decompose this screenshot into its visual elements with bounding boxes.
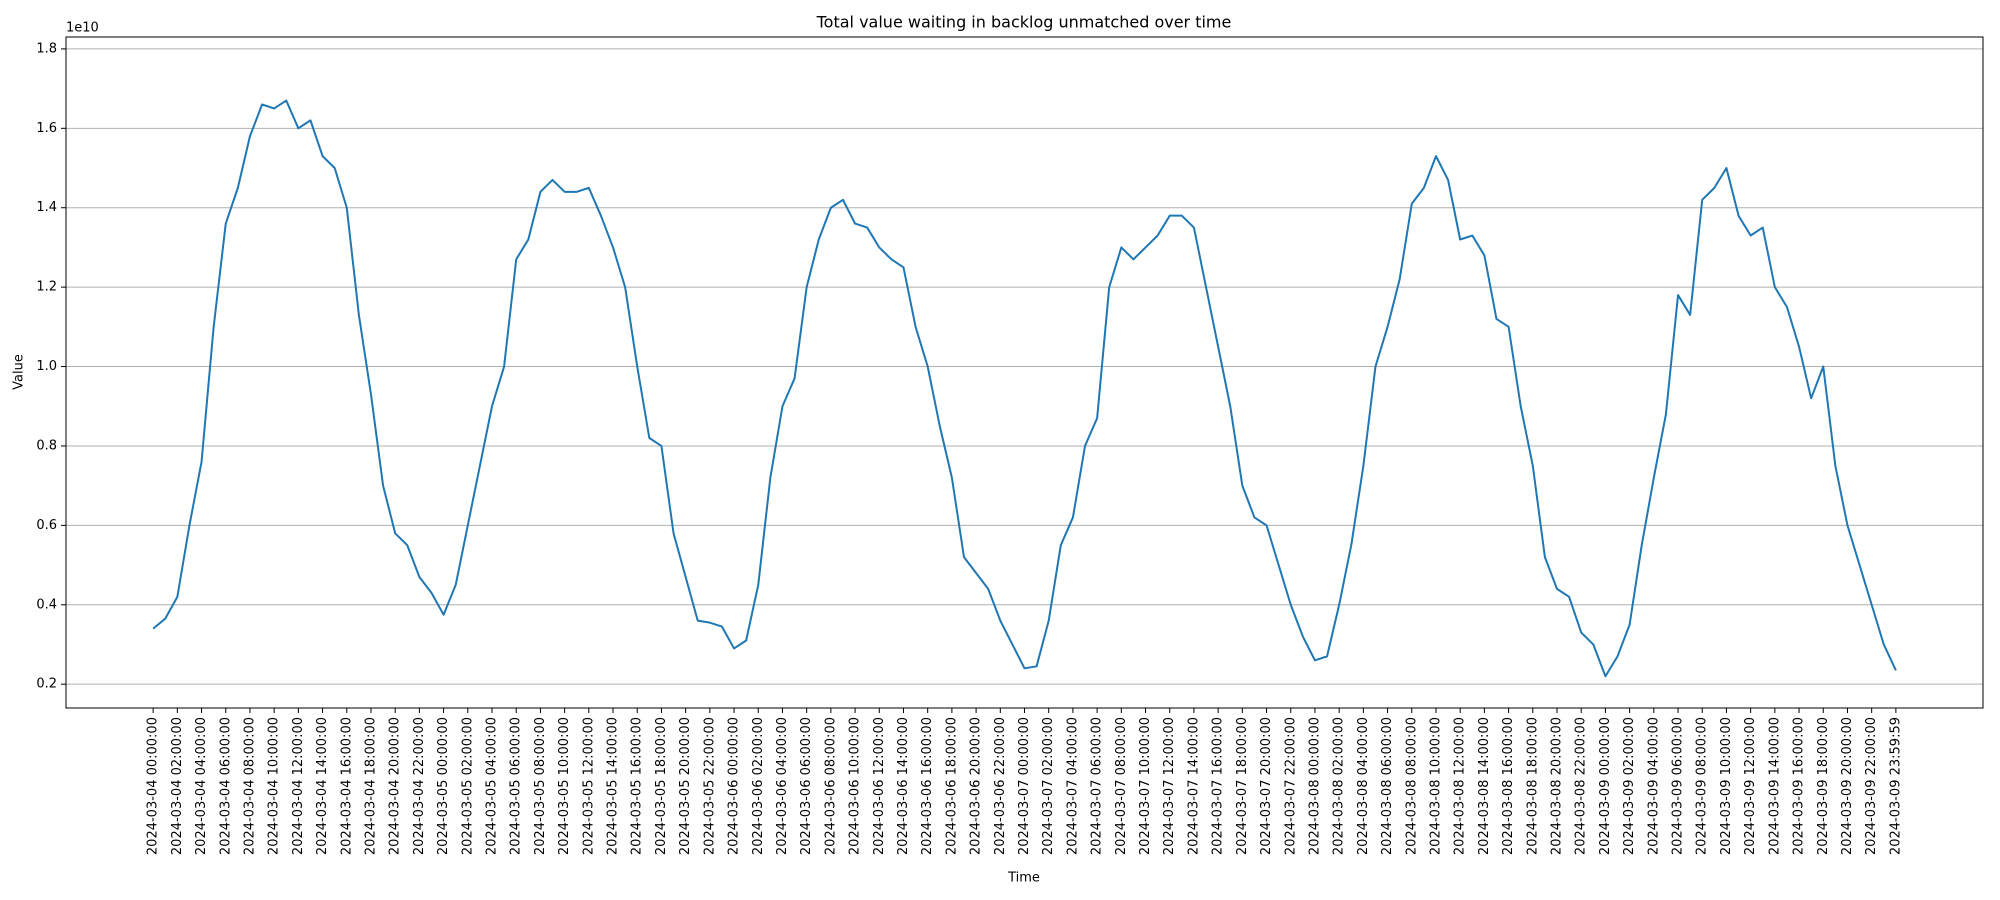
x-tick-label: 2024-03-09 18:00:00 bbox=[1816, 717, 1831, 855]
x-tick-label: 2024-03-08 14:00:00 bbox=[1477, 717, 1492, 855]
y-tick-label: 1.2 bbox=[36, 280, 57, 295]
x-tick-label: 2024-03-08 12:00:00 bbox=[1453, 717, 1468, 855]
x-tick-label: 2024-03-09 12:00:00 bbox=[1743, 717, 1758, 855]
x-tick-label: 2024-03-09 22:00:00 bbox=[1864, 717, 1879, 855]
x-tick-label: 2024-03-08 16:00:00 bbox=[1501, 717, 1516, 855]
x-tick-label: 2024-03-09 10:00:00 bbox=[1719, 717, 1734, 855]
y-tick-label: 0.4 bbox=[36, 597, 57, 612]
x-tick-label: 2024-03-05 14:00:00 bbox=[606, 717, 621, 855]
x-tick-label: 2024-03-06 02:00:00 bbox=[751, 717, 766, 855]
x-tick-label: 2024-03-07 16:00:00 bbox=[1211, 717, 1226, 855]
x-tick-label: 2024-03-05 12:00:00 bbox=[581, 717, 596, 855]
x-tick-label: 2024-03-04 08:00:00 bbox=[242, 717, 257, 855]
x-tick-label: 2024-03-07 00:00:00 bbox=[1017, 717, 1032, 855]
x-tick-label: 2024-03-04 16:00:00 bbox=[339, 717, 354, 855]
x-tick-label: 2024-03-09 04:00:00 bbox=[1646, 717, 1661, 855]
y-tick-label: 1.6 bbox=[36, 121, 57, 136]
x-tick-label: 2024-03-08 02:00:00 bbox=[1332, 717, 1347, 855]
x-tick-label: 2024-03-06 12:00:00 bbox=[872, 717, 887, 855]
y-offset-label: 1e10 bbox=[66, 21, 99, 36]
x-tick-label: 2024-03-07 14:00:00 bbox=[1186, 717, 1201, 855]
x-tick-label: 2024-03-09 00:00:00 bbox=[1598, 717, 1613, 855]
x-tick-label: 2024-03-07 18:00:00 bbox=[1235, 717, 1250, 855]
x-tick-label: 2024-03-08 10:00:00 bbox=[1428, 717, 1443, 855]
x-tick-label: 2024-03-06 18:00:00 bbox=[944, 717, 959, 855]
x-tick-label: 2024-03-07 20:00:00 bbox=[1259, 717, 1274, 855]
x-tick-label: 2024-03-04 02:00:00 bbox=[170, 717, 185, 855]
x-tick-label: 2024-03-08 18:00:00 bbox=[1525, 717, 1540, 855]
x-tick-label: 2024-03-09 08:00:00 bbox=[1695, 717, 1710, 855]
x-tick-label: 2024-03-09 16:00:00 bbox=[1792, 717, 1807, 855]
x-tick-label: 2024-03-06 20:00:00 bbox=[969, 717, 984, 855]
x-tick-label: 2024-03-05 22:00:00 bbox=[702, 717, 717, 855]
y-tick-label: 0.6 bbox=[36, 518, 57, 533]
x-tick-label: 2024-03-07 22:00:00 bbox=[1283, 717, 1298, 855]
x-tick-label: 2024-03-05 08:00:00 bbox=[533, 717, 548, 855]
y-axis-label: Value bbox=[12, 354, 27, 390]
x-tick-label: 2024-03-07 12:00:00 bbox=[1162, 717, 1177, 855]
x-tick-label: 2024-03-09 06:00:00 bbox=[1671, 717, 1686, 855]
x-tick-label: 2024-03-04 22:00:00 bbox=[412, 717, 427, 855]
x-tick-label: 2024-03-07 10:00:00 bbox=[1138, 717, 1153, 855]
x-tick-label: 2024-03-08 00:00:00 bbox=[1307, 717, 1322, 855]
x-tick-label: 2024-03-04 20:00:00 bbox=[388, 717, 403, 855]
x-tick-label: 2024-03-09 14:00:00 bbox=[1767, 717, 1782, 855]
x-tick-label: 2024-03-04 10:00:00 bbox=[267, 717, 282, 855]
x-tick-label: 2024-03-08 22:00:00 bbox=[1574, 717, 1589, 855]
x-tick-label: 2024-03-05 20:00:00 bbox=[678, 717, 693, 855]
x-tick-label: 2024-03-08 06:00:00 bbox=[1380, 717, 1395, 855]
x-tick-label: 2024-03-05 10:00:00 bbox=[557, 717, 572, 855]
y-tick-label: 0.8 bbox=[36, 438, 57, 453]
x-tick-label: 2024-03-05 02:00:00 bbox=[460, 717, 475, 855]
x-axis-label: Time bbox=[1007, 871, 1040, 886]
x-tick-label: 2024-03-06 16:00:00 bbox=[920, 717, 935, 855]
x-tick-label: 2024-03-06 06:00:00 bbox=[799, 717, 814, 855]
x-tick-label: 2024-03-09 20:00:00 bbox=[1840, 717, 1855, 855]
x-tick-label: 2024-03-09 23:59:59 bbox=[1888, 717, 1903, 855]
x-tick-label: 2024-03-06 22:00:00 bbox=[993, 717, 1008, 855]
x-tick-label: 2024-03-04 00:00:00 bbox=[146, 717, 161, 855]
y-tick-label: 0.2 bbox=[36, 677, 57, 692]
x-tick-label: 2024-03-06 08:00:00 bbox=[823, 717, 838, 855]
x-tick-label: 2024-03-05 04:00:00 bbox=[485, 717, 500, 855]
y-tick-label: 1.0 bbox=[36, 359, 57, 374]
x-tick-label: 2024-03-06 10:00:00 bbox=[848, 717, 863, 855]
chart-title: Total value waiting in backlog unmatched… bbox=[816, 13, 1232, 32]
x-tick-label: 2024-03-06 00:00:00 bbox=[727, 717, 742, 855]
x-tick-label: 2024-03-08 20:00:00 bbox=[1550, 717, 1565, 855]
y-tick-label: 1.8 bbox=[36, 41, 57, 56]
x-tick-label: 2024-03-04 14:00:00 bbox=[315, 717, 330, 855]
plot-frame bbox=[65, 36, 1984, 709]
x-tick-label: 2024-03-06 14:00:00 bbox=[896, 717, 911, 855]
x-tick-label: 2024-03-04 06:00:00 bbox=[218, 717, 233, 855]
x-tick-label: 2024-03-07 02:00:00 bbox=[1041, 717, 1056, 855]
x-tick-label: 2024-03-05 00:00:00 bbox=[436, 717, 451, 855]
x-tick-label: 2024-03-04 18:00:00 bbox=[363, 717, 378, 855]
x-tick-label: 2024-03-08 04:00:00 bbox=[1356, 717, 1371, 855]
x-tick-label: 2024-03-08 08:00:00 bbox=[1404, 717, 1419, 855]
x-tick-label: 2024-03-06 04:00:00 bbox=[775, 717, 790, 855]
x-tick-label: 2024-03-05 18:00:00 bbox=[654, 717, 669, 855]
data-line bbox=[152, 99, 1897, 678]
x-tick-label: 2024-03-05 16:00:00 bbox=[630, 717, 645, 855]
x-tick-label: 2024-03-04 12:00:00 bbox=[291, 717, 306, 855]
x-tick-label: 2024-03-09 02:00:00 bbox=[1622, 717, 1637, 855]
x-tick-label: 2024-03-07 04:00:00 bbox=[1065, 717, 1080, 855]
x-tick-label: 2024-03-04 04:00:00 bbox=[194, 717, 209, 855]
x-tick-label: 2024-03-07 06:00:00 bbox=[1090, 717, 1105, 855]
y-tick-label: 1.4 bbox=[36, 200, 57, 215]
x-tick-label: 2024-03-07 08:00:00 bbox=[1114, 717, 1129, 855]
x-tick-label: 2024-03-05 06:00:00 bbox=[509, 717, 524, 855]
